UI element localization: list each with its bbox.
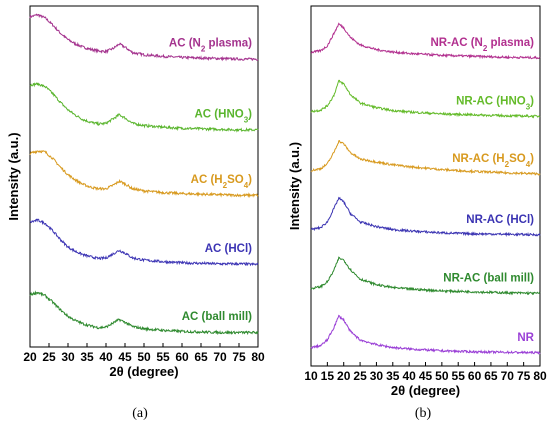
panel-b-chart: 10 15 20 25 30 35 40 45 50 55 60 65 70 75 80 2θ (degree… (287, 5, 547, 398)
x-tick-label: 50 (137, 350, 151, 364)
panel-a-chart: 20 25 30 35 40 45 50 55 60 65 70 75 80 2θ (degree) Int… (6, 5, 265, 379)
x-tick-label: 50 (435, 369, 449, 383)
x-tick-label: 15 (321, 369, 335, 383)
plot-frame-b (310, 5, 541, 367)
x-tick-label: 25 (42, 350, 56, 364)
x-axis-label: 2θ (degree) (109, 364, 178, 379)
series-line (310, 196, 541, 238)
series-line (310, 22, 541, 60)
y-axis-label: Intensity (a.u.) (287, 142, 302, 230)
series-label: AC (HNO3) (195, 108, 253, 124)
series-line (310, 139, 541, 176)
y-axis-label: Intensity (a.u.) (6, 132, 21, 220)
x-tick-label: 60 (468, 369, 482, 383)
x-tick-label: 55 (156, 350, 170, 364)
series-label: NR-AC (ball mill) (443, 273, 534, 285)
panel-a-caption: (a) (132, 406, 148, 421)
panel-b-caption: (b) (415, 406, 432, 421)
x-tick-label: 30 (61, 350, 75, 364)
series-line (310, 314, 541, 355)
series-line (29, 290, 259, 336)
x-tick-label: 70 (501, 369, 515, 383)
x-tick-label: 10 (304, 369, 318, 383)
series-line (310, 256, 541, 296)
series-label: NR (517, 332, 534, 344)
x-tick-label: 45 (419, 369, 433, 383)
x-axis-label: 2θ (degree) (391, 383, 460, 398)
x-tick-label: 55 (452, 369, 466, 383)
series-line (29, 149, 259, 198)
x-tick-label: 75 (232, 350, 246, 364)
series-label: NR-AC (N2 plasma) (430, 37, 534, 53)
x-tick-label: 80 (251, 350, 265, 364)
series-line (310, 79, 541, 119)
series-label: AC (H2SO4) (191, 174, 252, 190)
x-tick-label: 65 (484, 369, 498, 383)
x-tick-label: 45 (118, 350, 132, 364)
plot-frame-a (29, 5, 259, 348)
x-tick-label: 20 (23, 350, 37, 364)
x-tick-label: 75 (517, 369, 531, 383)
x-tick-label: 35 (80, 350, 94, 364)
x-tick-label: 30 (370, 369, 384, 383)
series-label: NR-AC (H2SO4) (452, 153, 534, 169)
x-tick-label: 25 (353, 369, 367, 383)
series-line (29, 13, 259, 62)
series-line (29, 218, 259, 267)
x-tick-label: 60 (175, 350, 189, 364)
x-tick-label: 70 (213, 350, 227, 364)
series-label: NR-AC (HNO3) (456, 96, 534, 112)
x-tick-label: 80 (533, 369, 547, 383)
series-line (29, 82, 259, 133)
x-tick-label: 35 (386, 369, 400, 383)
x-tick-label: 20 (337, 369, 351, 383)
x-tick-label: 40 (402, 369, 416, 383)
series-label: AC (N2 plasma) (169, 38, 252, 54)
series-label: AC (ball mill) (182, 311, 252, 323)
x-tick-label: 65 (194, 350, 208, 364)
series-label: AC (HCl) (205, 243, 252, 255)
x-tick-label: 40 (99, 350, 113, 364)
series-label: NR-AC (HCl) (466, 214, 534, 226)
